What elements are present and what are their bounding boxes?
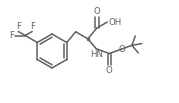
Text: F: F [30, 22, 35, 30]
Text: O: O [93, 7, 100, 16]
Text: F: F [9, 31, 14, 40]
Text: O: O [106, 66, 113, 75]
Text: HN: HN [90, 50, 103, 59]
Text: F: F [16, 22, 21, 30]
Text: O: O [118, 45, 125, 54]
Text: OH: OH [108, 18, 122, 27]
